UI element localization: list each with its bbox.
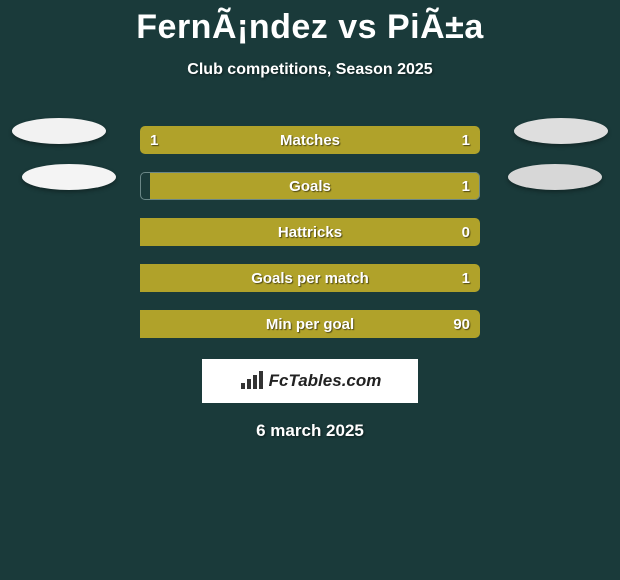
logo-box[interactable]: FcTables.com	[202, 359, 418, 403]
stat-row-matches: 1 1 Matches	[0, 117, 620, 163]
date-text: 6 march 2025	[0, 421, 620, 441]
player-right-ellipse-1	[514, 118, 608, 144]
bar-hattricks: 0 Hattricks	[140, 218, 480, 246]
player-left-ellipse-2	[22, 164, 116, 190]
bar-right	[140, 264, 480, 292]
stat-row-mpg: 90 Min per goal	[0, 301, 620, 347]
bar-right	[150, 172, 480, 200]
bar-right	[140, 310, 480, 338]
stat-row-goals: 1 Goals	[0, 163, 620, 209]
bar-chart-icon	[239, 371, 265, 391]
stat-row-hattricks: 0 Hattricks	[0, 209, 620, 255]
player-left-ellipse-1	[12, 118, 106, 144]
bar-matches: 1 1 Matches	[140, 126, 480, 154]
bar-goals: 1 Goals	[140, 172, 480, 200]
logo-text: FcTables.com	[269, 371, 382, 391]
bar-mpg: 90 Min per goal	[140, 310, 480, 338]
bar-left	[140, 126, 310, 154]
subtitle: Club competitions, Season 2025	[0, 61, 620, 79]
bar-gpm: 1 Goals per match	[140, 264, 480, 292]
bar-right	[140, 218, 480, 246]
comparison-widget: FernÃ¡ndez vs PiÃ±a Club competitions, S…	[0, 0, 620, 580]
page-title: FernÃ¡ndez vs PiÃ±a	[0, 0, 620, 47]
bar-right	[310, 126, 480, 154]
comparison-chart: 1 1 Matches 1 Goals	[0, 117, 620, 347]
stat-row-gpm: 1 Goals per match	[0, 255, 620, 301]
player-right-ellipse-2	[508, 164, 602, 190]
